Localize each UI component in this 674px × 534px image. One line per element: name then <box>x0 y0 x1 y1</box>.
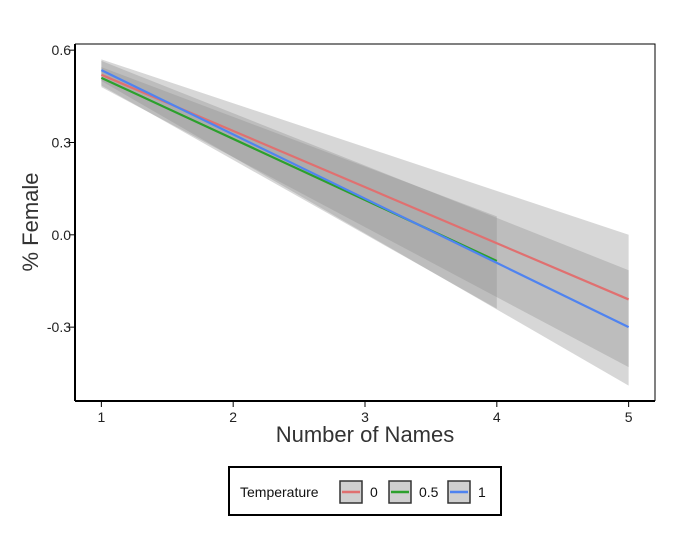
y-tick-label: 0.6 <box>52 42 72 58</box>
confidence-band-0 <box>101 59 629 368</box>
x-tick-label: 2 <box>229 409 237 425</box>
x-tick-label: 1 <box>97 409 105 425</box>
confidence-bands <box>101 59 629 386</box>
legend-label: 0.5 <box>419 484 439 500</box>
x-tick-label: 5 <box>625 409 633 425</box>
series-line-2 <box>100 69 630 329</box>
y-axis-ticks: 0.6 0.3 0.0 -0.3 <box>47 42 75 335</box>
y-tick-label: 0.3 <box>52 134 72 150</box>
legend-label: 1 <box>478 484 486 500</box>
confidence-band-1 <box>101 67 497 309</box>
y-tick-label: 0.0 <box>52 227 72 243</box>
y-axis-title: % Female <box>18 172 43 271</box>
legend-item-1: 0.5 <box>388 480 439 504</box>
x-tick-label: 4 <box>493 409 501 425</box>
x-tick-label: 3 <box>361 409 369 425</box>
legend-items: 0 0.5 1 <box>339 480 486 504</box>
series-lines <box>100 69 630 329</box>
legend-item-2: 1 <box>447 480 486 504</box>
legend: Temperature 0 0.5 1 <box>228 466 502 516</box>
confidence-band-2 <box>101 60 629 386</box>
legend-title: Temperature <box>240 484 319 500</box>
legend-item-0: 0 <box>339 480 378 504</box>
legend-label: 0 <box>370 484 378 500</box>
x-axis-ticks: 1 2 3 4 5 <box>97 401 633 425</box>
x-axis-title: Number of Names <box>276 422 455 447</box>
y-tick-label: -0.3 <box>47 319 71 335</box>
